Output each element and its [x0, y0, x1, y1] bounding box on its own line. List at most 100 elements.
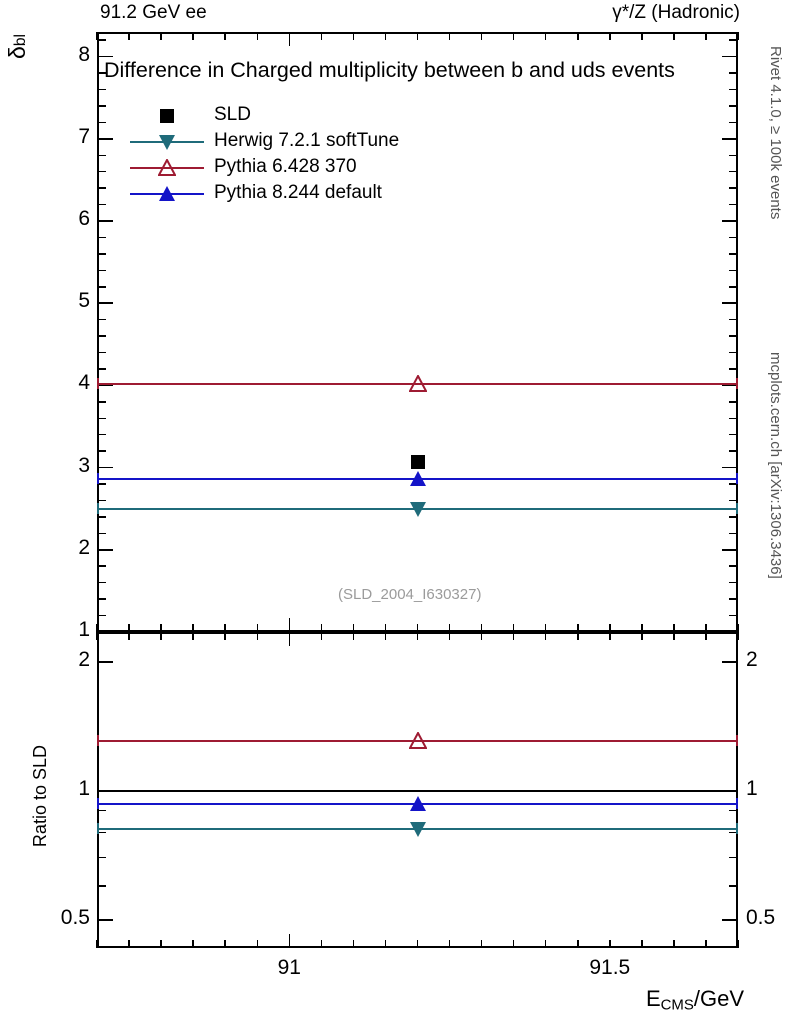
y-tick-major-right	[722, 549, 738, 551]
ratio-reference-line	[97, 789, 738, 792]
y-axis-title: δbl	[4, 34, 31, 59]
plot-title: Difference in Charged multiplicity betwe…	[104, 58, 675, 82]
x-tick-bottom	[384, 624, 387, 632]
main-plot-frame	[97, 32, 738, 632]
y-tick-label: 7	[78, 124, 90, 148]
x-tick-top	[577, 32, 579, 40]
x-axis-title-subscript: CMS	[660, 996, 694, 1014]
ratio-x-tick-bottom	[320, 940, 323, 948]
ratio-x-tick-top	[544, 632, 547, 640]
legend-label-1: Herwig 7.2.1 softTune	[214, 130, 400, 151]
y-tick-major-right	[729, 154, 738, 157]
ratio-x-tick-bottom	[641, 940, 643, 948]
x-tick-bottom	[737, 624, 739, 632]
y-tick-major-left	[97, 88, 106, 91]
ratio-x-tick-bottom	[673, 940, 675, 948]
ratio-y-tick-right	[729, 809, 738, 812]
ratio-x-tick-bottom	[160, 940, 162, 948]
ratio-x-tick-bottom	[737, 940, 739, 948]
ratio-y-tick-right	[729, 831, 738, 834]
ratio-y-tick-right	[722, 919, 738, 921]
series-marker-1	[409, 501, 426, 517]
y-tick-major-left	[97, 417, 106, 420]
ratio-y-tick-left	[97, 856, 106, 859]
y-tick-major-left	[97, 581, 106, 584]
series-cap-left-3	[97, 473, 99, 485]
x-tick-bottom	[224, 624, 226, 632]
legend-label-0: SLD	[214, 104, 251, 125]
y-tick-major-right	[722, 220, 738, 222]
y-tick-major-left	[97, 318, 106, 321]
series-cap-right-1	[736, 502, 738, 514]
y-tick-major-right	[729, 39, 738, 41]
x-tick-top	[641, 32, 643, 40]
series-cap-left-1	[97, 502, 99, 514]
y-tick-major-left	[97, 220, 113, 222]
y-tick-major-right	[729, 565, 738, 567]
ratio-y-tick-left	[97, 831, 106, 834]
ratio-x-tick-bottom	[512, 940, 515, 948]
y-tick-label: 3	[78, 453, 90, 477]
ratio-x-tick-top	[224, 632, 226, 640]
y-tick-major-right	[729, 187, 738, 189]
y-tick-major-right	[722, 55, 738, 58]
ratio-y-tick-label-left-0: 0.5	[60, 905, 90, 929]
analysis-watermark: (SLD_2004_I630327)	[338, 586, 482, 603]
x-tick-top	[544, 32, 547, 40]
x-tick-bottom	[577, 624, 579, 632]
x-tick-top	[737, 32, 739, 40]
y-tick-major-left	[97, 614, 106, 617]
y-tick-major-left	[97, 121, 106, 124]
x-axis-title-unit: /GeV	[693, 986, 744, 1011]
ratio-series-cap-left-2	[97, 798, 99, 810]
y-tick-major-right	[729, 516, 738, 518]
legend-symbol-0	[160, 109, 174, 123]
y-tick-label: 1	[78, 618, 90, 641]
legend-marker-3	[130, 181, 204, 207]
x-tick-top	[384, 32, 387, 40]
x-tick-label-0: 91	[277, 956, 301, 979]
ratio-x-tick-top	[320, 632, 323, 640]
x-tick-bottom	[673, 624, 675, 632]
x-tick-bottom	[160, 624, 162, 632]
x-tick-bottom	[128, 624, 130, 632]
ratio-x-tick-top	[416, 632, 419, 640]
legend-symbol-1	[159, 135, 175, 150]
ratio-x-tick-bottom	[705, 940, 707, 948]
ratio-x-tick-bottom	[544, 940, 547, 948]
y-tick-major-right	[729, 532, 738, 535]
ratio-y-tick-left	[97, 661, 113, 663]
ratio-x-tick-top	[352, 632, 355, 640]
y-tick-major-right	[729, 401, 738, 403]
ratio-x-tick-top	[512, 632, 515, 640]
x-tick-top	[96, 32, 98, 40]
y-tick-major-right	[729, 417, 738, 420]
ratio-x-tick-bottom	[192, 940, 194, 948]
legend-marker-1	[130, 129, 204, 155]
y-tick-label: 4	[78, 371, 90, 395]
y-tick-major-right	[729, 105, 738, 107]
ratio-y-tick-left	[97, 809, 106, 812]
ratio-series-marker-0	[409, 822, 426, 838]
y-tick-major-right	[729, 581, 738, 584]
y-tick-major-right	[722, 466, 738, 469]
ratio-x-tick-top	[577, 632, 579, 640]
ratio-x-tick-bottom	[288, 934, 291, 948]
y-tick-major-right	[729, 72, 738, 74]
ratio-x-tick-bottom	[256, 940, 258, 948]
ratio-y-tick-label-left-2: 2	[78, 648, 90, 671]
legend-line-2	[130, 167, 204, 169]
x-tick-top	[673, 32, 675, 40]
x-axis-title-symbol: E	[645, 986, 661, 1011]
ratio-series-cap-left-1	[97, 734, 99, 746]
y-tick-major-right	[722, 302, 738, 304]
header-beam-energy: 91.2 GeV ee	[100, 2, 207, 23]
x-tick-top	[160, 32, 162, 40]
ratio-x-tick-top	[128, 632, 130, 640]
x-tick-bottom	[705, 624, 707, 632]
y-tick-major-left	[97, 401, 106, 403]
series-cap-right-3	[736, 473, 738, 485]
x-tick-bottom	[512, 624, 515, 632]
y-tick-major-left	[97, 55, 113, 58]
y-tick-major-right	[729, 598, 738, 600]
